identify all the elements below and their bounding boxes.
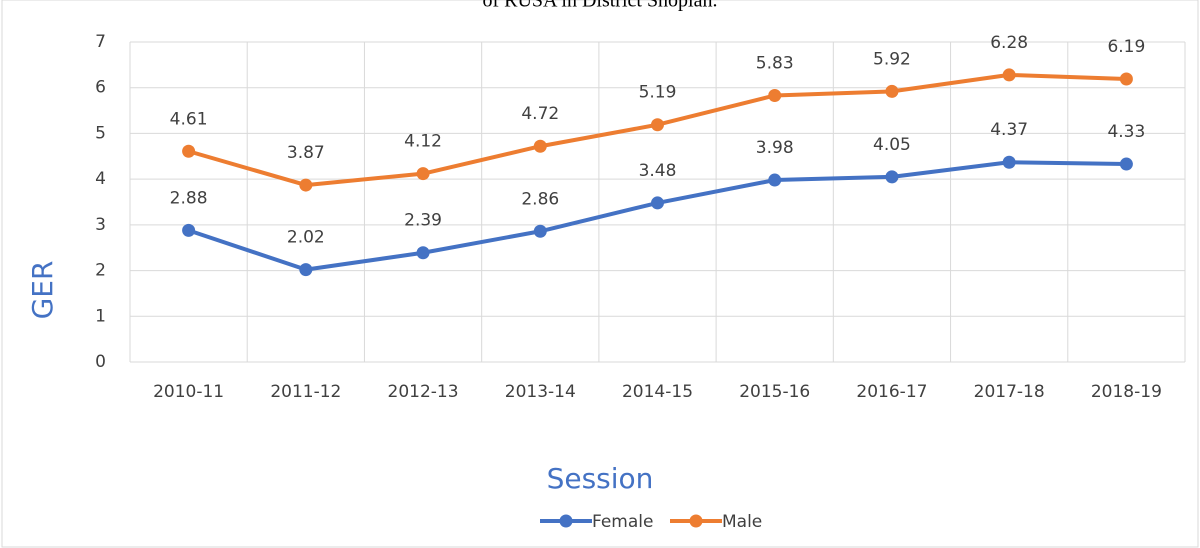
x-tick-label: 2014-15 [622, 382, 693, 402]
x-tick-label: 2013-14 [505, 382, 576, 402]
legend-label: Male [722, 512, 762, 532]
x-axis-title: Session [547, 462, 654, 495]
data-label: 6.19 [1107, 37, 1145, 57]
y-tick-label: 1 [95, 306, 106, 326]
y-tick-label: 4 [95, 169, 106, 189]
point [1119, 157, 1133, 171]
data-label: 4.61 [170, 109, 208, 129]
data-label: 6.28 [990, 33, 1028, 53]
point [1119, 72, 1133, 86]
data-label: 5.19 [639, 83, 677, 103]
point [651, 118, 664, 132]
x-tick-label: 2017-18 [974, 382, 1045, 402]
data-label: 4.33 [1107, 122, 1145, 142]
data-label: 2.39 [404, 211, 442, 231]
y-tick-label: 7 [95, 32, 106, 52]
data-label: 3.48 [639, 161, 677, 181]
point [651, 196, 664, 210]
legend-marker [559, 514, 573, 528]
x-tick-label: 2016-17 [856, 382, 927, 402]
point [885, 84, 899, 98]
data-label: 4.37 [990, 120, 1028, 140]
point [768, 88, 782, 102]
data-label: 5.83 [756, 53, 794, 73]
chart-title: of RUSA in District Shopian. [482, 0, 717, 12]
data-label: 5.92 [873, 49, 911, 69]
data-label: 4.12 [404, 132, 442, 152]
x-tick-label: 2012-13 [388, 382, 459, 402]
point [416, 167, 430, 181]
data-label: 4.05 [873, 135, 911, 155]
point [299, 178, 313, 192]
point [182, 223, 196, 237]
x-tick-label: 2011-12 [270, 382, 341, 402]
point [768, 173, 782, 187]
point [1002, 155, 1016, 169]
data-label: 2.02 [287, 228, 325, 248]
legend-label: Female [592, 512, 653, 532]
y-tick-label: 2 [95, 261, 106, 281]
point [1002, 68, 1016, 82]
x-tick-label: 2018-19 [1091, 382, 1162, 402]
point [885, 170, 899, 184]
data-label: 2.86 [521, 189, 559, 209]
point [416, 246, 430, 260]
point [533, 224, 547, 238]
data-label: 3.98 [756, 138, 794, 158]
y-tick-label: 3 [95, 215, 106, 235]
x-tick-label: 2010-11 [153, 382, 224, 402]
data-label: 4.72 [521, 104, 559, 124]
legend-marker [689, 514, 703, 528]
point [182, 144, 196, 158]
point [533, 139, 547, 153]
x-tick-label: 2015-16 [739, 382, 810, 402]
y-axis-title: GER [26, 261, 59, 320]
y-tick-label: 0 [95, 352, 106, 372]
point [299, 263, 313, 277]
y-tick-label: 5 [95, 123, 106, 143]
data-label: 3.87 [287, 143, 325, 163]
data-label: 2.88 [170, 188, 208, 208]
y-tick-label: 6 [95, 78, 106, 98]
